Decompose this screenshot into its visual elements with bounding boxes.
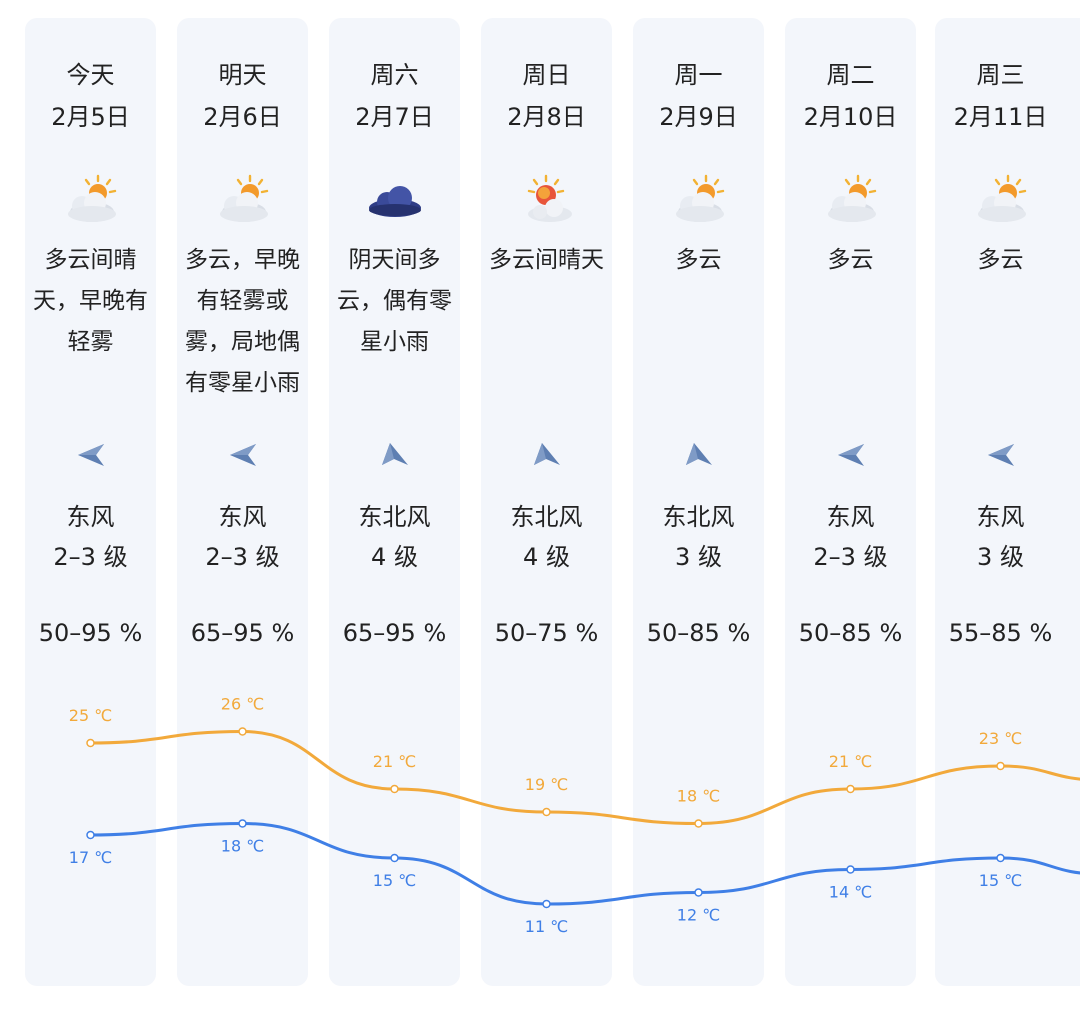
day-column: 周一 2月9日 多云 东北风 3 级 50–85 % — [633, 18, 764, 986]
wind-direction: 东风 — [66, 503, 115, 531]
humidity-range: 65–95 % — [190, 619, 295, 647]
humidity-range: 50–75 % — [494, 619, 599, 647]
date-label: 2月8日 — [507, 103, 586, 131]
partly-cloudy-icon — [25, 172, 156, 228]
partly-cloudy-icon — [785, 172, 916, 228]
wind-level: 4 级 — [523, 543, 570, 571]
humidity-range: 50–85 % — [798, 619, 903, 647]
wind-direction: 东北风 — [510, 503, 583, 531]
day-column: 周六 2月7日 阴天间多云，偶有零星小雨 东北风 4 级 65–95 % — [329, 18, 460, 986]
humidity-range: 55–85 % — [948, 619, 1053, 647]
weather-description: 阴天间多云，偶有零星小雨 — [337, 247, 452, 355]
east-wind-arrow-icon — [785, 440, 916, 470]
day-column: 明天 2月6日 多云，早晚有轻雾或雾，局地偶有零星小雨 东风 2–3 级 65–… — [177, 18, 308, 986]
weather-description: 多云，早晚有轻雾或雾，局地偶有零星小雨 — [185, 247, 300, 396]
weekday-label: 明天 — [218, 61, 267, 89]
wind-direction: 东风 — [218, 503, 267, 531]
date-label: 2月9日 — [659, 103, 738, 131]
sunny-cloudy-icon — [481, 172, 612, 228]
wind-level: 3 级 — [675, 543, 722, 571]
wind-level: 2–3 级 — [205, 543, 280, 571]
wind-direction: 东风 — [976, 503, 1025, 531]
partly-cloudy-icon — [935, 172, 1066, 228]
weekday-label: 周二 — [826, 61, 875, 89]
weather-description: 多云 — [675, 247, 722, 273]
weather-description: 多云间晴天 — [489, 247, 604, 273]
date-label: 2月11日 — [953, 103, 1048, 131]
wind-direction: 东风 — [826, 503, 875, 531]
date-label: 2月6日 — [203, 103, 282, 131]
overcast-cloud-icon — [329, 172, 460, 228]
partly-cloudy-icon — [633, 172, 764, 228]
humidity-range: 65–95 % — [342, 619, 447, 647]
date-label: 2月10日 — [803, 103, 898, 131]
day-column: 周三 2月11日 多云 东风 3 级 55–85 % — [935, 18, 1080, 986]
weekday-label: 周三 — [976, 61, 1025, 89]
wind-level: 3 级 — [977, 543, 1024, 571]
weather-description: 多云 — [827, 247, 874, 273]
east-wind-arrow-icon — [177, 440, 308, 470]
east-wind-arrow-icon — [25, 440, 156, 470]
day-column: 周日 2月8日 多云间晴天 东北风 4 级 50–75 % — [481, 18, 612, 986]
weather-description: 多云 — [977, 247, 1024, 273]
day-column: 今天 2月5日 多云间晴天，早晚有轻雾 东风 2–3 级 50–95 % — [25, 18, 156, 986]
weekday-label: 今天 — [66, 61, 115, 89]
weekday-label: 周日 — [522, 61, 571, 89]
northeast-wind-arrow-icon — [633, 440, 764, 470]
wind-level: 4 级 — [371, 543, 418, 571]
wind-direction: 东北风 — [358, 503, 431, 531]
humidity-range: 50–95 % — [38, 619, 143, 647]
weather-description: 多云间晴天，早晚有轻雾 — [33, 247, 148, 355]
partly-cloudy-icon — [177, 172, 308, 228]
east-wind-arrow-icon — [935, 440, 1066, 470]
northeast-wind-arrow-icon — [481, 440, 612, 470]
wind-level: 2–3 级 — [813, 543, 888, 571]
weekday-label: 周六 — [370, 61, 419, 89]
date-label: 2月7日 — [355, 103, 434, 131]
weekday-label: 周一 — [674, 61, 723, 89]
wind-direction: 东北风 — [662, 503, 735, 531]
day-column: 周二 2月10日 多云 东风 2–3 级 50–85 % — [785, 18, 916, 986]
humidity-range: 50–85 % — [646, 619, 751, 647]
date-label: 2月5日 — [51, 103, 130, 131]
northeast-wind-arrow-icon — [329, 440, 460, 470]
wind-level: 2–3 级 — [53, 543, 128, 571]
